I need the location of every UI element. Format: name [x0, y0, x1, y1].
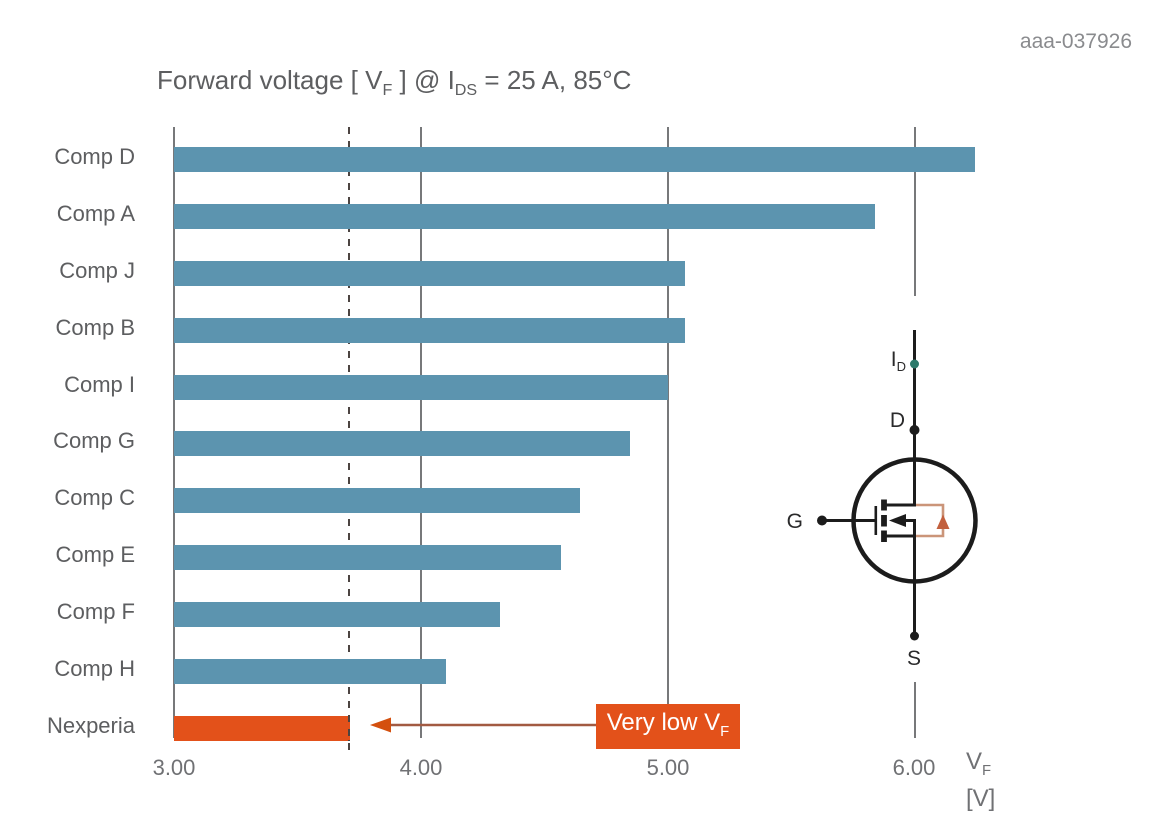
svg-text:ID: ID: [891, 348, 906, 374]
svg-text:G: G: [787, 510, 803, 533]
svg-text:D: D: [890, 409, 905, 432]
svg-text:S: S: [907, 647, 921, 670]
